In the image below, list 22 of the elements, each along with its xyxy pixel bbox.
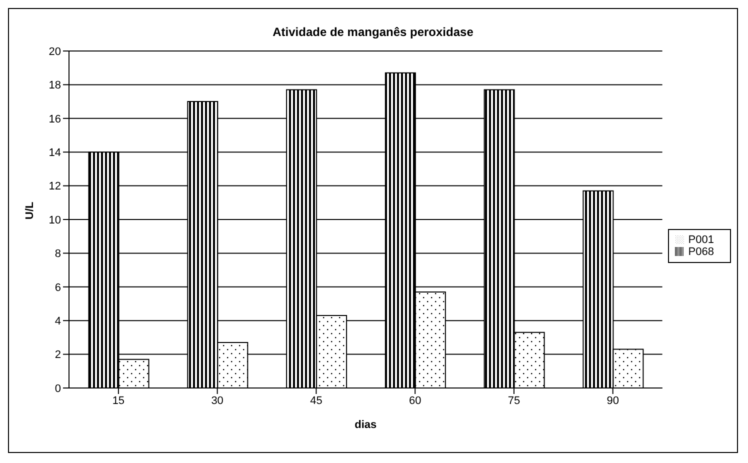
y-tick-label: 4 <box>54 316 61 328</box>
y-tick-label: 8 <box>54 248 61 260</box>
y-tick-label: 2 <box>54 349 61 362</box>
y-tick-label: 14 <box>48 147 61 160</box>
legend-label: P068 <box>688 246 714 258</box>
x-tick-label: 90 <box>606 394 619 407</box>
y-tick-label: 6 <box>54 282 61 294</box>
x-tick-label: 60 <box>408 394 422 407</box>
x-tick-label: 15 <box>112 394 125 407</box>
y-axis-title: U/L <box>24 202 36 220</box>
y-tick-label: 0 <box>54 382 61 395</box>
x-tick-label: 75 <box>508 394 520 407</box>
x-axis-title: dias <box>354 419 377 431</box>
legend-label: P001 <box>688 234 714 246</box>
x-tick-label: 45 <box>310 394 322 407</box>
y-tick-label: 20 <box>48 46 61 58</box>
y-tick-label: 18 <box>48 80 61 92</box>
chart-title: Atividade de manganês peroxidase <box>272 24 474 41</box>
y-tick-label: 12 <box>48 180 61 193</box>
y-tick-label: 16 <box>48 113 61 126</box>
x-tick-label: 30 <box>211 394 224 407</box>
y-tick-label: 10 <box>48 214 61 226</box>
